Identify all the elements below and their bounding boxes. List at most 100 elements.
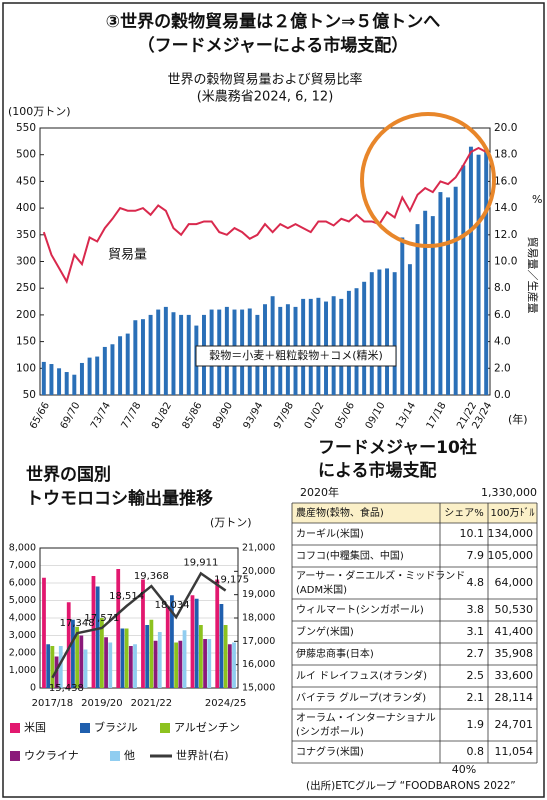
x-tick-label: 01/02 [303, 401, 327, 431]
series-label: 貿易量 [108, 248, 147, 263]
y-tick-label: 1,000 [9, 665, 36, 676]
y2-tick-label: 20,000 [242, 566, 275, 577]
y-tick-label: 550 [16, 122, 36, 134]
table-cell: 2.5 [467, 669, 485, 682]
bar [124, 628, 129, 688]
bar [79, 362, 84, 395]
bar [215, 579, 220, 688]
table-cell: 28,114 [495, 691, 534, 704]
x-tick-label: 85/86 [181, 401, 205, 431]
bar [102, 346, 107, 395]
plot-frame [39, 547, 239, 689]
y-tick-label: 5,000 [9, 595, 36, 606]
y2-tick-label: 16.0 [494, 175, 517, 187]
table-cell: 10.1 [460, 527, 485, 540]
y-tick-label: 2,000 [9, 648, 36, 659]
bar [182, 630, 187, 688]
y-tick-label: 300 [16, 256, 36, 268]
chart-subtitle: (米農務省2024, 6, 12) [197, 90, 334, 105]
y-tick-label: 4,000 [9, 613, 36, 624]
x-tick-label: 13/14 [394, 401, 418, 431]
y-tick-label: 350 [16, 229, 36, 241]
bar [453, 186, 458, 395]
y-tick-label: 6,000 [9, 578, 36, 589]
table-cell: 7.9 [467, 549, 485, 562]
bar [49, 364, 54, 395]
bar [133, 644, 137, 688]
y-tick-label: 450 [16, 175, 36, 187]
bar [75, 626, 80, 688]
y2-tick-label: 19,000 [242, 589, 275, 600]
x-label: (年) [508, 412, 528, 426]
bar [190, 595, 195, 688]
y-tick-label: 200 [16, 309, 36, 321]
bar [149, 619, 154, 688]
y-tick-label: 100 [16, 362, 36, 374]
legend-label: ブラジル [94, 720, 138, 734]
bar [79, 635, 84, 688]
table-cell: 4.8 [467, 576, 485, 589]
bar [346, 290, 351, 395]
bar [125, 333, 130, 395]
legend-label: 米国 [24, 721, 46, 734]
y2-tick-label: 16,000 [242, 659, 275, 670]
bar [148, 314, 153, 395]
legend-swatch [160, 723, 170, 733]
bar [157, 632, 162, 688]
table-header: 100万ﾄﾞﾙ [490, 507, 534, 519]
bar [87, 357, 92, 395]
table-cell: 134,000 [488, 527, 534, 540]
table-cell: 35,908 [495, 647, 534, 660]
x-tick-label: 2019/20 [81, 698, 123, 709]
legend-label: アルゼンチン [174, 721, 240, 734]
x-tick-label: 97/98 [272, 401, 296, 431]
data-label: 18,514 [109, 591, 144, 602]
x-tick-label: 2021/22 [131, 698, 173, 709]
bar [232, 642, 236, 688]
bar [354, 288, 359, 395]
bar [227, 644, 232, 688]
y2-unit: % [532, 193, 542, 206]
chart-title: トウモロコシ輸出量推移 [26, 488, 213, 509]
table-cell: ブンゲ(米国) [296, 625, 354, 638]
legend-label: ウクライナ [24, 749, 79, 762]
bar [153, 640, 158, 688]
table-cell: 伊藤忠商事(日本) [296, 647, 374, 660]
x-tick-label: 17/18 [425, 401, 449, 431]
x-tick-label: 65/66 [28, 401, 52, 431]
bar [362, 281, 367, 395]
bar [484, 149, 489, 395]
table-cell: 3.1 [467, 625, 485, 638]
y-tick-label: 7,000 [9, 560, 36, 571]
bar [58, 646, 63, 688]
bar [156, 309, 161, 395]
bar [476, 154, 481, 395]
bar [369, 272, 374, 395]
line [51, 571, 227, 679]
table-cell: 64,000 [495, 576, 534, 589]
x-tick-label: 89/90 [211, 401, 235, 431]
bar [165, 605, 170, 688]
table-footer: 40% [452, 763, 476, 776]
bar [57, 368, 62, 395]
data-label: 15,438 [49, 683, 84, 694]
bar [83, 649, 88, 688]
y2-tick-label: 8.0 [494, 282, 511, 294]
bar [140, 319, 145, 395]
y-tick-label: 0 [30, 683, 36, 694]
table-header-bg [292, 503, 537, 523]
bar [95, 356, 100, 395]
table-cell: 33,600 [495, 669, 534, 682]
legend-label: 他 [124, 749, 135, 762]
bar [385, 268, 390, 395]
x-tick-label: 09/10 [364, 401, 388, 431]
y2-tick-label: 14.0 [494, 202, 517, 214]
x-tick-label: 93/94 [242, 401, 266, 431]
table-title: フードメジャー10社 [318, 437, 477, 458]
bar [116, 569, 121, 688]
bar [203, 639, 207, 688]
table-cell: 2.7 [467, 647, 485, 660]
bar [392, 272, 397, 395]
bar [170, 595, 174, 688]
chart-title: 世界の国別 [26, 465, 111, 485]
